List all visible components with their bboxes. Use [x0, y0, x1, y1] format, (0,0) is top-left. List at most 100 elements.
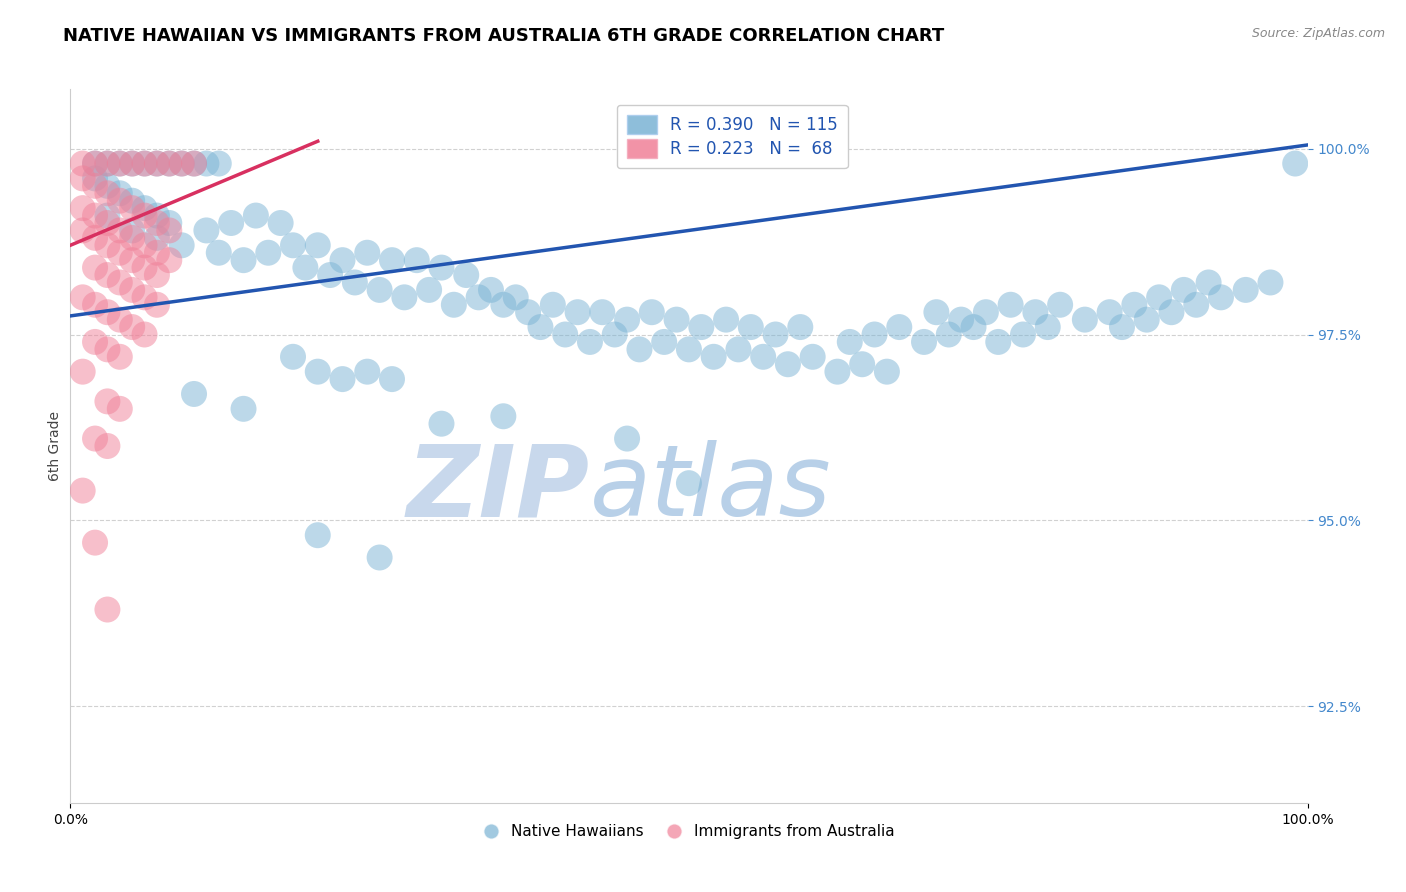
Point: [443, 298, 465, 312]
Point: [96, 268, 118, 282]
Point: [962, 320, 984, 334]
Point: [1074, 312, 1097, 326]
Point: [96, 602, 118, 616]
Point: [541, 298, 564, 312]
Point: [146, 231, 169, 245]
Point: [554, 327, 576, 342]
Point: [332, 253, 354, 268]
Point: [121, 156, 143, 170]
Point: [84, 156, 107, 170]
Point: [678, 343, 700, 357]
Point: [430, 260, 453, 275]
Point: [72, 290, 94, 304]
Point: [84, 209, 107, 223]
Point: [96, 439, 118, 453]
Point: [591, 305, 613, 319]
Point: [678, 476, 700, 491]
Point: [121, 223, 143, 237]
Point: [96, 394, 118, 409]
Point: [529, 320, 551, 334]
Point: [84, 178, 107, 193]
Point: [863, 327, 886, 342]
Point: [876, 365, 898, 379]
Point: [567, 305, 589, 319]
Text: ZIP: ZIP: [406, 441, 591, 537]
Point: [146, 209, 169, 223]
Point: [121, 320, 143, 334]
Point: [616, 312, 638, 326]
Point: [84, 334, 107, 349]
Point: [84, 231, 107, 245]
Point: [146, 156, 169, 170]
Point: [776, 357, 799, 371]
Point: [121, 253, 143, 268]
Point: [134, 156, 156, 170]
Point: [801, 350, 824, 364]
Point: [134, 238, 156, 252]
Point: [96, 178, 118, 193]
Point: [307, 365, 329, 379]
Legend: Native Hawaiians, Immigrants from Australia: Native Hawaiians, Immigrants from Austra…: [477, 818, 901, 845]
Point: [72, 483, 94, 498]
Point: [641, 305, 664, 319]
Point: [1123, 298, 1146, 312]
Point: [987, 334, 1010, 349]
Point: [579, 334, 602, 349]
Point: [232, 253, 254, 268]
Point: [72, 171, 94, 186]
Point: [72, 201, 94, 215]
Text: NATIVE HAWAIIAN VS IMMIGRANTS FROM AUSTRALIA 6TH GRADE CORRELATION CHART: NATIVE HAWAIIAN VS IMMIGRANTS FROM AUSTR…: [63, 27, 945, 45]
Point: [381, 253, 404, 268]
Point: [1036, 320, 1059, 334]
Point: [195, 223, 218, 237]
Point: [84, 171, 107, 186]
Point: [208, 156, 231, 170]
Point: [1049, 298, 1071, 312]
Point: [343, 276, 366, 290]
Point: [505, 290, 527, 304]
Point: [456, 268, 478, 282]
Point: [157, 216, 180, 230]
Point: [394, 290, 416, 304]
Point: [1284, 156, 1306, 170]
Point: [134, 156, 156, 170]
Point: [307, 528, 329, 542]
Point: [356, 245, 378, 260]
Point: [121, 231, 143, 245]
Point: [1173, 283, 1195, 297]
Point: [418, 283, 440, 297]
Point: [84, 432, 107, 446]
Point: [146, 156, 169, 170]
Point: [157, 253, 180, 268]
Point: [84, 260, 107, 275]
Point: [740, 320, 762, 334]
Point: [72, 156, 94, 170]
Point: [183, 156, 205, 170]
Point: [727, 343, 749, 357]
Point: [492, 409, 515, 424]
Point: [96, 156, 118, 170]
Point: [381, 372, 404, 386]
Point: [108, 245, 131, 260]
Point: [714, 312, 737, 326]
Point: [319, 268, 342, 282]
Point: [1111, 320, 1133, 334]
Point: [108, 194, 131, 208]
Point: [146, 245, 169, 260]
Text: Source: ZipAtlas.com: Source: ZipAtlas.com: [1251, 27, 1385, 40]
Point: [765, 327, 787, 342]
Point: [183, 387, 205, 401]
Point: [1185, 298, 1208, 312]
Point: [134, 327, 156, 342]
Point: [332, 372, 354, 386]
Point: [96, 343, 118, 357]
Point: [108, 312, 131, 326]
Point: [851, 357, 873, 371]
Point: [96, 238, 118, 252]
Point: [281, 238, 304, 252]
Point: [912, 334, 935, 349]
Point: [108, 276, 131, 290]
Point: [356, 365, 378, 379]
Point: [281, 350, 304, 364]
Point: [789, 320, 811, 334]
